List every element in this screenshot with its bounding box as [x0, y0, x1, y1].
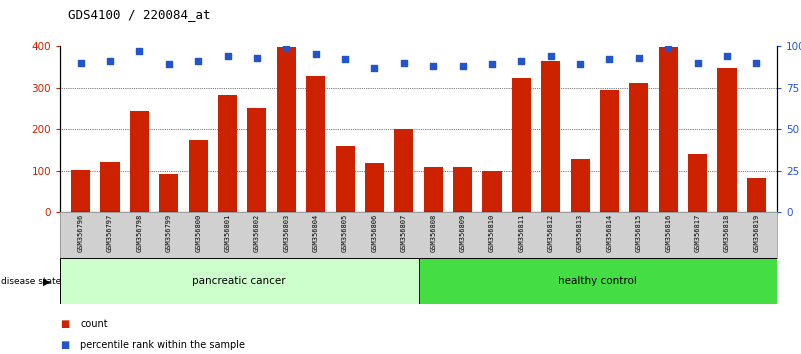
Bar [541, 61, 560, 212]
Text: ■: ■ [60, 340, 70, 350]
Point [74, 60, 87, 65]
Bar [188, 139, 207, 212]
Point [103, 58, 116, 64]
Text: GSM356796: GSM356796 [78, 214, 83, 252]
Point [545, 53, 557, 59]
Bar [159, 174, 179, 212]
Point [339, 57, 352, 62]
Bar [453, 167, 472, 212]
Text: GSM356805: GSM356805 [342, 214, 348, 252]
Text: ▶: ▶ [42, 276, 50, 286]
Bar [747, 178, 766, 212]
Text: GSM356810: GSM356810 [489, 214, 495, 252]
Text: GDS4100 / 220084_at: GDS4100 / 220084_at [68, 8, 211, 21]
Text: GSM356801: GSM356801 [224, 214, 231, 252]
Point [397, 60, 410, 65]
Point [251, 55, 264, 61]
Point [221, 53, 234, 59]
Point [633, 55, 646, 61]
Bar [512, 79, 531, 212]
Text: GSM356797: GSM356797 [107, 214, 113, 252]
Point [485, 62, 498, 67]
Bar [218, 95, 237, 212]
Bar [394, 129, 413, 212]
Text: percentile rank within the sample: percentile rank within the sample [80, 340, 245, 350]
Point [163, 62, 175, 67]
Bar [306, 76, 325, 212]
Bar [418, 258, 777, 304]
Bar [482, 171, 501, 212]
Bar [658, 47, 678, 212]
Bar [630, 84, 649, 212]
Text: count: count [80, 319, 107, 329]
Point [691, 60, 704, 65]
Text: GSM356809: GSM356809 [460, 214, 465, 252]
Point [662, 45, 674, 51]
Text: GSM356800: GSM356800 [195, 214, 201, 252]
Text: GSM356817: GSM356817 [694, 214, 701, 252]
Bar [100, 162, 119, 212]
Point [457, 63, 469, 69]
Text: GSM356812: GSM356812 [548, 214, 553, 252]
Point [750, 60, 763, 65]
Bar [130, 111, 149, 212]
Text: GSM356815: GSM356815 [636, 214, 642, 252]
Point [721, 53, 734, 59]
Text: GSM356807: GSM356807 [400, 214, 407, 252]
Point [574, 62, 586, 67]
Text: GSM356802: GSM356802 [254, 214, 260, 252]
Text: GSM356816: GSM356816 [666, 214, 671, 252]
Text: pancreatic cancer: pancreatic cancer [192, 276, 286, 286]
Bar [336, 146, 355, 212]
Text: GSM356806: GSM356806 [372, 214, 377, 252]
Text: GSM356798: GSM356798 [136, 214, 143, 252]
Bar [277, 47, 296, 212]
Text: healthy control: healthy control [558, 276, 637, 286]
Text: ■: ■ [60, 319, 70, 329]
Bar [424, 167, 443, 212]
Point [280, 45, 292, 51]
Point [368, 65, 380, 70]
Point [309, 51, 322, 57]
Text: disease state: disease state [1, 277, 61, 286]
Bar [688, 154, 707, 212]
Point [515, 58, 528, 64]
Bar [600, 90, 619, 212]
Text: GSM356819: GSM356819 [754, 214, 759, 252]
Point [603, 57, 616, 62]
Bar [365, 163, 384, 212]
Text: GSM356813: GSM356813 [577, 214, 583, 252]
Text: GSM356804: GSM356804 [312, 214, 319, 252]
Bar [570, 159, 590, 212]
Point [191, 58, 204, 64]
Bar [71, 170, 91, 212]
Text: GSM356811: GSM356811 [518, 214, 525, 252]
Text: GSM356803: GSM356803 [284, 214, 289, 252]
Text: GSM356808: GSM356808 [430, 214, 437, 252]
Bar [718, 68, 737, 212]
Bar [60, 258, 418, 304]
Text: GSM356814: GSM356814 [606, 214, 613, 252]
Text: GSM356818: GSM356818 [724, 214, 730, 252]
Point [133, 48, 146, 54]
Bar [248, 108, 267, 212]
Text: GSM356799: GSM356799 [166, 214, 171, 252]
Point [427, 63, 440, 69]
